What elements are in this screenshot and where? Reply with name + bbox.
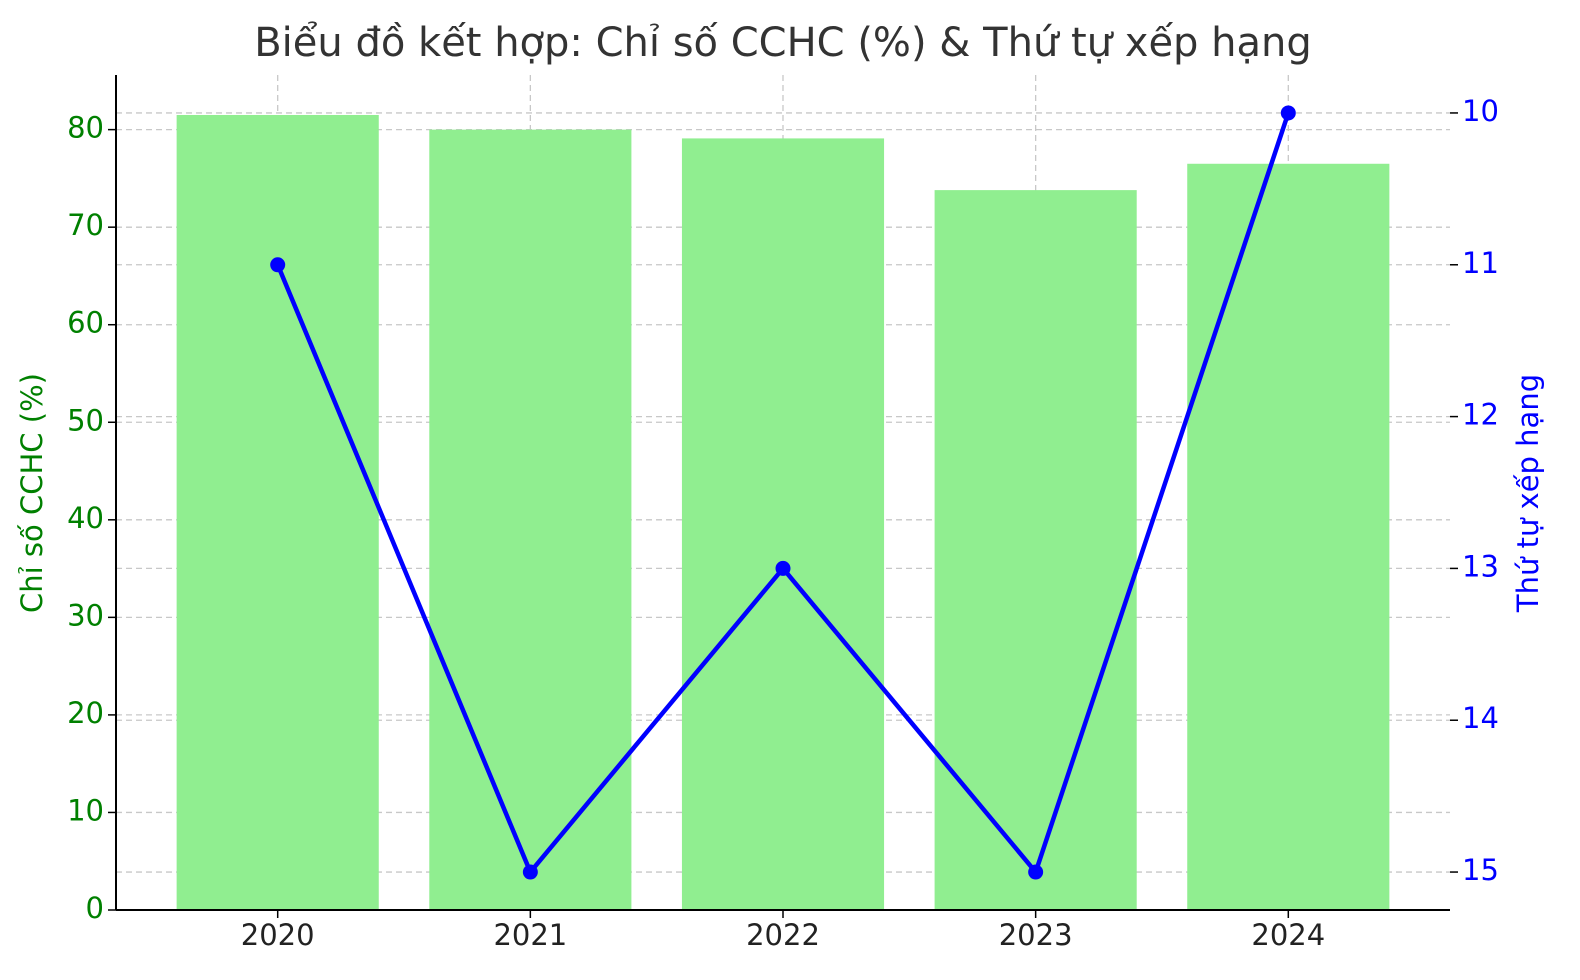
y-tick-label: 50 <box>67 403 104 437</box>
line-point <box>1280 105 1296 121</box>
chart-title: Biểu đồ kết hợp: Chỉ số CCHC (%) & Thứ t… <box>254 20 1312 66</box>
y2-tick-label: 13 <box>1462 549 1499 583</box>
y2-tick-label: 12 <box>1462 398 1499 432</box>
y-tick-label: 80 <box>67 111 104 145</box>
x-tick-label: 2020 <box>241 918 315 952</box>
line-point <box>522 864 538 880</box>
y-tick-label: 60 <box>67 306 104 340</box>
y-tick-label: 10 <box>67 793 104 827</box>
y-tick-label: 70 <box>67 208 104 242</box>
x-tick-label: 2023 <box>999 918 1073 952</box>
bar <box>934 190 1137 911</box>
line-point <box>775 560 791 576</box>
bar <box>176 114 379 911</box>
y2-tick-label: 10 <box>1462 94 1499 128</box>
line-point <box>1028 864 1044 880</box>
y-tick-label: 30 <box>67 598 104 632</box>
y2-tick-label: 14 <box>1462 701 1499 735</box>
y2-tick-label: 15 <box>1462 853 1499 887</box>
y-tick-label: 40 <box>67 501 104 535</box>
x-tick-label: 2022 <box>746 918 820 952</box>
x-tick-label: 2024 <box>1251 918 1325 952</box>
x-tick-label: 2021 <box>493 918 567 952</box>
y-tick-label: 20 <box>67 696 104 730</box>
y-tick-label: 0 <box>86 891 104 925</box>
y2-axis-label: Thứ tự xếp hạng <box>1511 374 1545 613</box>
y2-tick-label: 11 <box>1462 246 1499 280</box>
bar <box>1187 163 1390 910</box>
y-axis-label: Chỉ số CCHC (%) <box>15 373 49 613</box>
bar <box>681 138 885 910</box>
bar <box>429 129 632 911</box>
line-point <box>270 257 286 273</box>
